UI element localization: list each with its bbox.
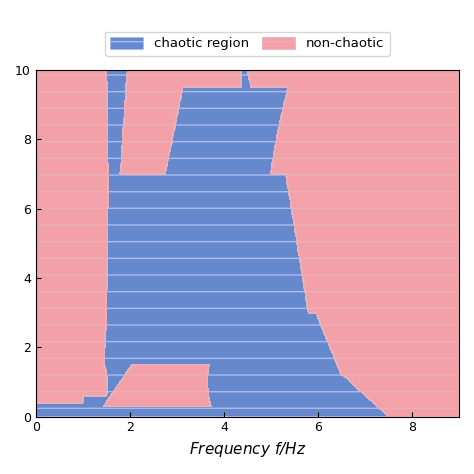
- Point: [32, 413, 39, 420]
- Point: [32, 413, 39, 420]
- Legend: chaotic region, non-chaotic: chaotic region, non-chaotic: [105, 32, 390, 55]
- X-axis label: Frequency $f$/Hz: Frequency $f$/Hz: [189, 440, 306, 459]
